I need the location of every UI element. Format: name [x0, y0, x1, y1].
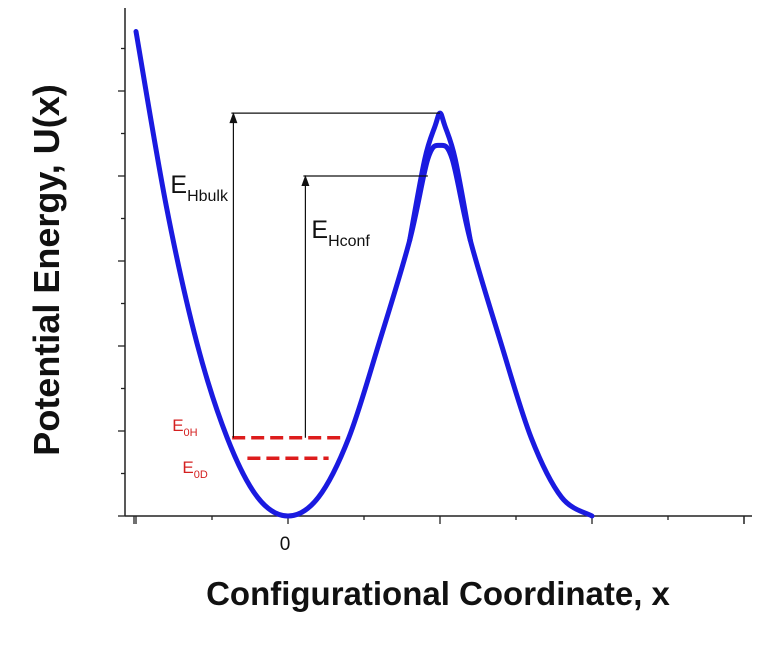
axes: 0 — [118, 8, 752, 555]
energy-level-label-0d: E0D — [182, 458, 207, 481]
x-axis-title: Configurational Coordinate, x — [206, 575, 670, 612]
energy-annotations: EHbulk EHconf — [170, 112, 440, 438]
annotation-hbulk: EHbulk — [170, 171, 229, 205]
energy-levels: E0H E0D — [172, 416, 344, 481]
arrow-head-hbulk — [229, 112, 238, 124]
curves — [133, 29, 595, 519]
annotation-hconf: EHconf — [311, 216, 370, 250]
y-axis-title: Potential Energy, U(x) — [26, 84, 67, 455]
arrow-head-hconf — [301, 175, 310, 186]
energy-level-label-0h: E0H — [172, 416, 197, 439]
bulk-barrier-curve — [407, 110, 473, 244]
x-tick-label: 0 — [280, 534, 291, 555]
double-well-curve — [133, 29, 595, 519]
curve-group — [133, 29, 595, 519]
